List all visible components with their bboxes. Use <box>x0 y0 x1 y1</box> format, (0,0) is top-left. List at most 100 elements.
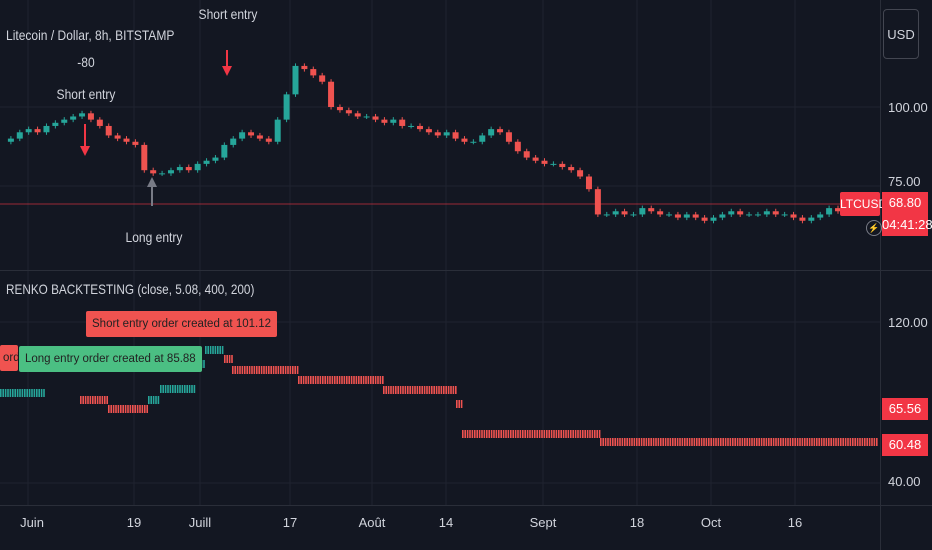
renko-brick <box>498 430 500 438</box>
renko-brick <box>282 366 284 374</box>
renko-brick <box>541 430 543 438</box>
renko-brick <box>108 405 110 413</box>
indicator-title[interactable]: RENKO BACKTESTING (close, 5.08, 400, 200… <box>6 281 255 297</box>
renko-brick <box>708 438 710 446</box>
candle-body <box>425 129 432 133</box>
candle-body <box>61 119 68 123</box>
renko-brick <box>115 405 117 413</box>
renko-brick <box>567 430 570 438</box>
time-tick: 18 <box>629 515 645 530</box>
renko-brick <box>26 389 28 397</box>
renko-brick <box>577 430 579 438</box>
renko-brick <box>205 346 207 354</box>
renko-brick <box>866 438 868 446</box>
renko-brick <box>358 376 360 384</box>
candle-body <box>790 214 797 218</box>
renko-brick <box>813 438 816 446</box>
renko-brick <box>99 396 101 404</box>
renko-brick <box>167 385 169 393</box>
renko-brick <box>495 430 498 438</box>
renko-brick <box>676 438 679 446</box>
renko-brick <box>92 396 94 404</box>
renko-brick <box>616 438 619 446</box>
candle-body <box>692 214 699 218</box>
renko-brick <box>127 405 129 413</box>
candle-body <box>70 116 77 120</box>
renko-brick <box>203 360 205 368</box>
renko-brick <box>212 346 214 354</box>
renko-brick <box>756 438 758 446</box>
renko-brick <box>816 438 818 446</box>
renko-bricks-group <box>0 346 878 446</box>
candle-body <box>781 214 788 216</box>
renko-brick <box>433 386 435 394</box>
renko-brick <box>277 366 280 374</box>
renko-brick <box>811 438 813 446</box>
renko-brick <box>132 405 134 413</box>
pane-separator[interactable] <box>0 270 932 271</box>
renko-brick <box>650 438 652 446</box>
renko-brick <box>298 376 300 384</box>
renko-brick <box>794 438 796 446</box>
renko-brick <box>548 430 550 438</box>
renko-brick <box>224 355 226 363</box>
price-axis-border <box>880 0 881 550</box>
candle-body <box>292 65 299 95</box>
renko-brick <box>672 438 674 446</box>
renko-brick <box>688 438 691 446</box>
candle-body <box>248 132 255 136</box>
renko-brick <box>148 396 150 404</box>
renko-brick <box>861 438 864 446</box>
renko-brick <box>312 376 314 384</box>
renko-brick <box>536 430 538 438</box>
renko-brick <box>21 389 24 397</box>
renko-brick <box>258 366 260 374</box>
renko-brick <box>385 386 387 394</box>
renko-brick <box>226 355 228 363</box>
renko-brick <box>510 430 512 438</box>
renko-brick <box>28 389 31 397</box>
renko-brick <box>734 438 736 446</box>
renko-brick <box>570 430 572 438</box>
signal-arrows <box>80 50 232 206</box>
renko-brick <box>244 366 246 374</box>
renko-brick <box>679 438 681 446</box>
renko-brick <box>382 376 384 384</box>
candle-body <box>559 163 566 168</box>
renko-brick <box>186 385 188 393</box>
renko-brick <box>852 438 854 446</box>
renko-brick <box>300 376 302 384</box>
renko-brick <box>493 430 495 438</box>
renko-brick <box>174 385 176 393</box>
renko-brick <box>317 376 319 384</box>
renko-brick <box>353 376 355 384</box>
renko-brick <box>686 438 688 446</box>
symbol-title[interactable]: Litecoin / Dollar, 8h, BITSTAMP <box>6 27 175 43</box>
renko-brick <box>346 376 348 384</box>
candle-body <box>479 135 486 142</box>
renko-brick <box>390 386 392 394</box>
renko-brick <box>322 376 324 384</box>
candle-body <box>105 125 112 136</box>
renko-brick <box>873 438 876 446</box>
renko-brick <box>181 385 184 393</box>
renko-brick <box>94 396 96 404</box>
renko-brick <box>804 438 806 446</box>
renko-brick <box>741 438 744 446</box>
currency-button[interactable]: USD <box>883 9 919 59</box>
candle-body <box>212 157 219 161</box>
candle-body <box>16 132 23 139</box>
renko-brick <box>231 355 233 363</box>
renko-brick <box>324 376 326 384</box>
renko-brick <box>162 385 164 393</box>
renko-brick <box>574 430 577 438</box>
renko-brick <box>379 376 382 384</box>
renko-brick <box>188 385 191 393</box>
renko-brick <box>512 430 514 438</box>
renko-brick <box>172 385 174 393</box>
renko-brick <box>120 405 122 413</box>
renko-brick <box>36 389 38 397</box>
candle-body <box>799 217 806 221</box>
candle-body <box>132 141 139 145</box>
